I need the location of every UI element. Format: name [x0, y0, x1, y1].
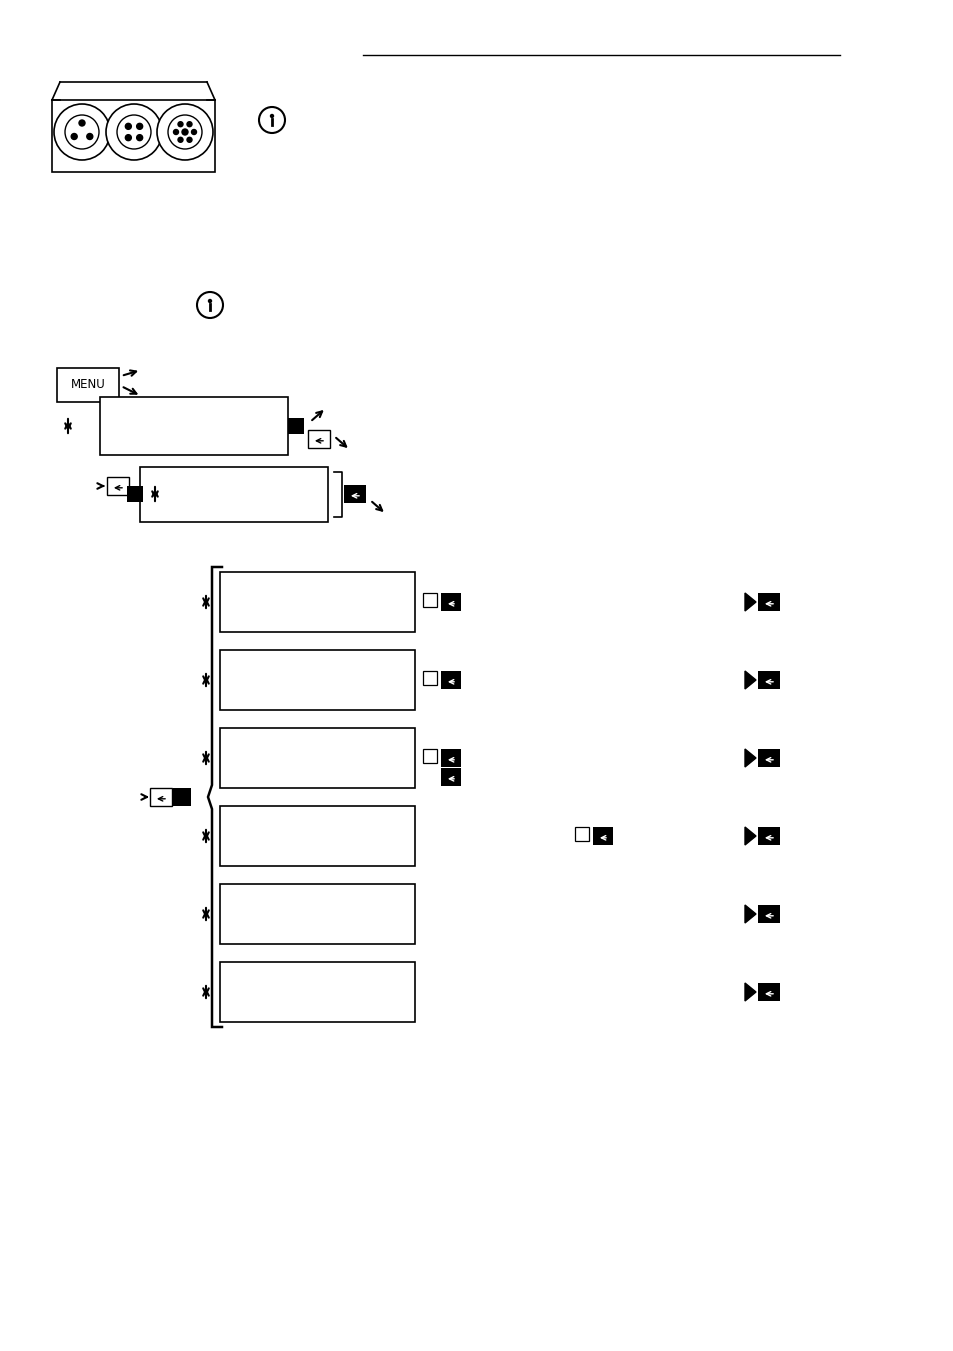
Bar [100, 397, 288, 455]
Circle shape [125, 123, 132, 130]
Bar [758, 671, 780, 689]
Bar [220, 728, 415, 788]
Text: MENU: MENU [71, 378, 105, 392]
Polygon shape [744, 905, 755, 923]
Bar [344, 485, 366, 503]
Circle shape [196, 292, 223, 317]
Bar [440, 671, 460, 689]
Circle shape [79, 120, 85, 126]
Circle shape [136, 123, 143, 130]
Bar [422, 671, 436, 685]
Circle shape [192, 130, 196, 135]
Bar [575, 827, 588, 842]
Bar [220, 807, 415, 866]
Bar [220, 884, 415, 944]
Circle shape [271, 115, 274, 118]
Bar [758, 905, 780, 923]
Circle shape [157, 104, 213, 159]
Bar [140, 467, 328, 521]
Bar [593, 827, 613, 844]
Circle shape [87, 134, 92, 139]
Bar [422, 593, 436, 607]
Bar [172, 788, 191, 807]
Circle shape [125, 135, 132, 141]
Circle shape [187, 138, 192, 142]
Circle shape [178, 122, 183, 127]
Bar [758, 827, 780, 844]
Bar [440, 593, 460, 611]
Polygon shape [744, 748, 755, 767]
Bar [107, 477, 129, 494]
Circle shape [106, 104, 162, 159]
Bar [440, 767, 460, 786]
Circle shape [182, 128, 188, 135]
Circle shape [65, 115, 99, 149]
Circle shape [178, 138, 183, 142]
Polygon shape [744, 827, 755, 844]
Circle shape [187, 122, 192, 127]
Circle shape [258, 107, 285, 132]
Polygon shape [744, 593, 755, 611]
Circle shape [71, 134, 77, 139]
Bar [220, 650, 415, 711]
Circle shape [136, 135, 143, 141]
Bar [52, 100, 214, 172]
Circle shape [117, 115, 151, 149]
Bar [220, 571, 415, 632]
Bar [758, 984, 780, 1001]
Polygon shape [744, 984, 755, 1001]
Circle shape [173, 130, 178, 135]
Bar [758, 593, 780, 611]
Bar [308, 430, 330, 449]
Circle shape [168, 115, 202, 149]
Bar [220, 962, 415, 1021]
Bar [127, 486, 143, 503]
Bar [57, 367, 119, 403]
Bar [288, 417, 304, 434]
Polygon shape [744, 671, 755, 689]
Bar [150, 788, 172, 807]
Bar [422, 748, 436, 763]
Circle shape [54, 104, 110, 159]
Bar [440, 748, 460, 767]
Circle shape [209, 300, 212, 303]
Bar [758, 748, 780, 767]
